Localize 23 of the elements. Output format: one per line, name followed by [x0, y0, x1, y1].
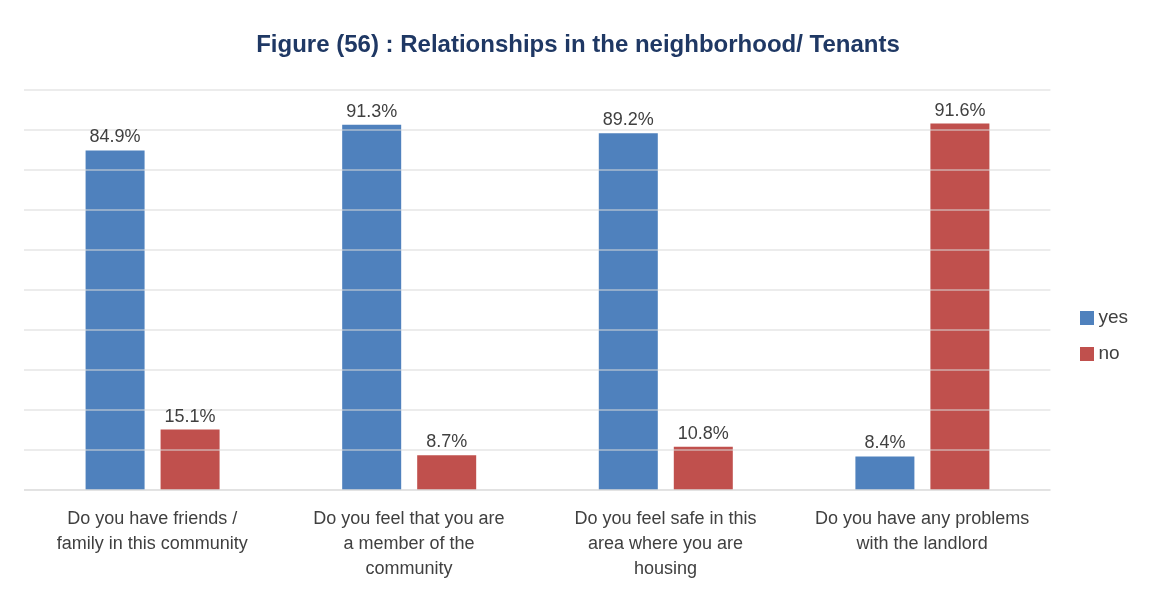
- chart-title: Figure (56) : Relationships in the neighborhood/ Tenants: [255, 29, 901, 59]
- bar: [160, 429, 220, 490]
- x-tick-label: Do you feel that you are a member of the community: [313, 508, 505, 578]
- legend-label: yes: [1098, 306, 1128, 327]
- bar: [598, 133, 658, 490]
- bar: [85, 150, 145, 490]
- x-tick-label: Do you feel safe in this area where you are housing: [574, 508, 757, 578]
- bar: [417, 455, 477, 490]
- data-label: 10.8%: [677, 422, 729, 443]
- bar: [855, 456, 915, 490]
- data-label: 84.9%: [89, 126, 141, 147]
- data-label: 8.4%: [864, 432, 906, 453]
- data-label: 91.6%: [934, 99, 986, 120]
- data-label: 8.7%: [426, 431, 468, 452]
- bar: [673, 446, 733, 490]
- data-label: 15.1%: [164, 405, 216, 426]
- x-tick-label: Do you have friends / family in this community: [56, 508, 248, 553]
- legend-label: no: [1098, 342, 1120, 363]
- bar: [930, 123, 990, 490]
- data-label: 89.2%: [602, 109, 654, 130]
- bar: [342, 124, 402, 490]
- x-tick-label: Do you have any problems with the landlord: [815, 508, 1030, 553]
- data-label: 91.3%: [346, 100, 398, 121]
